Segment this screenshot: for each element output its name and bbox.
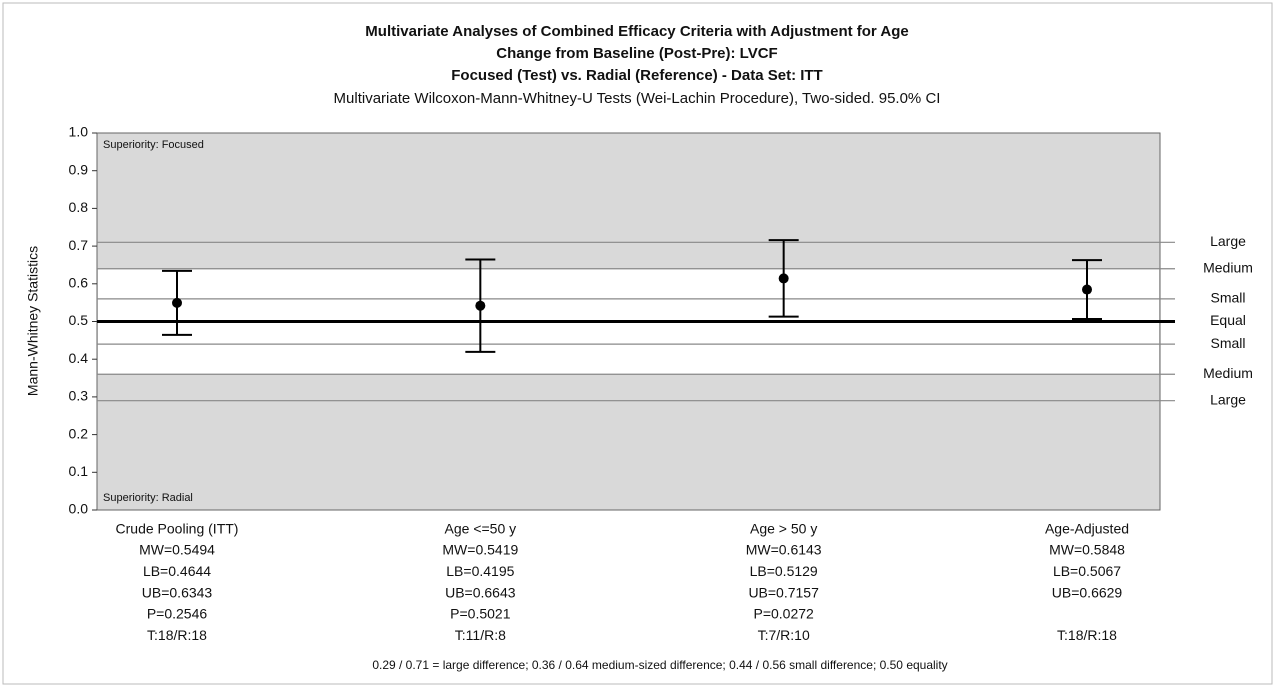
point — [172, 297, 182, 308]
reference-label: Large — [1210, 391, 1246, 407]
category-note: MW=0.5494 — [139, 542, 215, 558]
x-tick-label: Age > 50 y — [750, 521, 817, 537]
reference-label: Medium — [1203, 259, 1253, 275]
corner-label: Superiority: Focused — [103, 139, 204, 151]
reference-label: Small — [1210, 290, 1245, 306]
category-note: LB=0.4644 — [143, 563, 211, 579]
point — [778, 273, 789, 284]
category-note: UB=0.7157 — [748, 584, 819, 600]
chart-title: Multivariate Analyses of Combined Effica… — [365, 23, 908, 40]
category-note: P=0.0272 — [753, 606, 814, 622]
category-note: LB=0.5129 — [750, 563, 818, 579]
category-note: LB=0.4195 — [446, 563, 514, 579]
chart-subtitle: Multivariate Wilcoxon-Mann-Whitney-U Tes… — [334, 90, 941, 107]
category-note: T:11/R:8 — [455, 627, 506, 643]
x-tick-label: Age <=50 y — [445, 521, 517, 537]
category-note: P=0.2546 — [147, 606, 208, 622]
reference-label: Medium — [1203, 365, 1253, 381]
category-note: UB=0.6643 — [445, 584, 516, 600]
reference-label: Small — [1210, 335, 1245, 351]
category-note: MW=0.5419 — [442, 542, 518, 558]
y-tick-label: 0.6 — [69, 275, 89, 291]
category-note: MW=0.6143 — [746, 542, 822, 558]
point — [1082, 284, 1092, 295]
y-tick-label: 0.4 — [69, 350, 89, 366]
y-tick-label: 0.2 — [69, 425, 89, 441]
y-tick-label: 0.3 — [69, 388, 89, 404]
footnote: 0.29 / 0.71 = large difference; 0.36 / 0… — [372, 658, 947, 672]
x-tick-label: Age-Adjusted — [1045, 521, 1129, 537]
point — [475, 300, 486, 311]
y-tick-label: 1.0 — [69, 124, 89, 140]
reference-label: Equal — [1210, 312, 1246, 328]
y-tick-label: 0.8 — [69, 199, 89, 215]
reference-label: Large — [1210, 233, 1246, 249]
category-note: UB=0.6343 — [142, 584, 213, 600]
y-tick-label: 0.0 — [69, 501, 89, 517]
corner-label: Superiority: Radial — [103, 492, 193, 504]
chart-title: Focused (Test) vs. Radial (Reference) - … — [451, 67, 822, 84]
category-note: T:18/R:18 — [147, 627, 207, 643]
y-tick-label: 0.5 — [69, 312, 89, 328]
y-tick-label: 0.1 — [69, 463, 89, 479]
category-note: LB=0.5067 — [1053, 563, 1121, 579]
category-note: UB=0.6629 — [1052, 584, 1123, 600]
y-tick-label: 0.7 — [69, 237, 89, 253]
y-axis-label: Mann-Whitney Statistics — [25, 246, 41, 396]
x-tick-label: Crude Pooling (ITT) — [116, 521, 239, 537]
category-note: T:18/R:18 — [1057, 627, 1117, 643]
category-note: T:7/R:10 — [758, 627, 810, 643]
chart-title: Change from Baseline (Post-Pre): LVCF — [496, 45, 777, 62]
category-note: P=0.5021 — [450, 606, 511, 622]
y-tick-label: 0.9 — [69, 161, 89, 177]
category-note: MW=0.5848 — [1049, 542, 1125, 558]
